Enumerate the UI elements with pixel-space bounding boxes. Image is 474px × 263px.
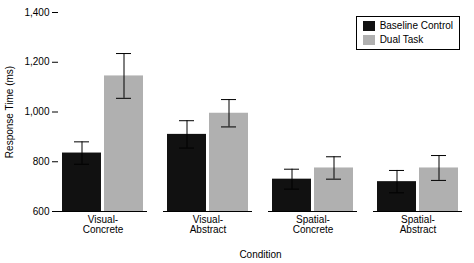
svg-text:Spatial-Abstract: Spatial-Abstract [400, 214, 437, 235]
svg-text:Visual-Concrete: Visual-Concrete [83, 214, 124, 235]
svg-text:Response Time (ms): Response Time (ms) [4, 66, 15, 158]
svg-text:Spatial-Concrete: Spatial-Concrete [293, 214, 334, 235]
svg-text:800: 800 [33, 156, 50, 167]
html-text:Baseline Control: Baseline Control [379, 20, 453, 31]
svg-text:1,400: 1,400 [24, 7, 49, 18]
html-text:Dual Task: Dual Task [379, 34, 424, 45]
svg-text:Condition: Condition [239, 249, 281, 260]
svg-text:Visual-Abstract: Visual-Abstract [190, 214, 227, 235]
svg-text:1,200: 1,200 [24, 56, 49, 67]
svg-text:600: 600 [33, 206, 50, 217]
svg-text:1,000: 1,000 [24, 106, 49, 117]
